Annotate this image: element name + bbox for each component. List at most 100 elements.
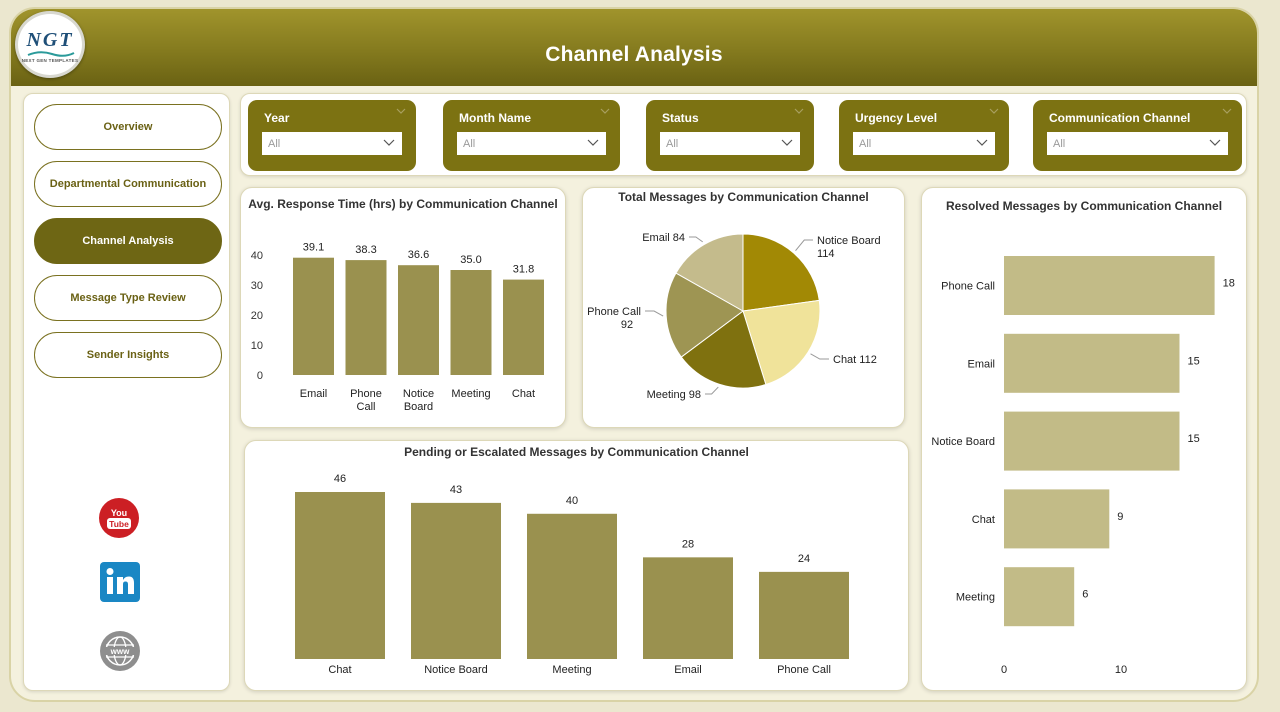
urgency-level-select[interactable]: All [853, 132, 995, 155]
avg-response-time-title: Avg. Response Time (hrs) by Communicatio… [248, 197, 558, 211]
nav-sender-insights-button[interactable]: Sender Insights [34, 332, 222, 378]
logo-subtitle: NEXT GEN TEMPLATES [21, 58, 79, 63]
pie-leader-line [705, 386, 719, 395]
bar-email [643, 557, 733, 659]
data-label: 6 [1082, 589, 1088, 601]
pie-slice-meeting [680, 310, 767, 389]
youtube-icon[interactable]: You Tube [98, 497, 140, 539]
pending-escalated-card: Pending or Escalated Messages by Communi… [244, 440, 909, 691]
pie-label: Meeting 98 [647, 389, 701, 401]
data-label: 31.8 [513, 264, 534, 276]
bar-chat [1004, 489, 1110, 549]
year-slicer: Year All [248, 100, 416, 171]
x-tick-label: Email [300, 388, 328, 400]
nav-departmental-communication-button[interactable]: Departmental Communication [34, 161, 222, 207]
x-tick-label: Board [404, 401, 433, 413]
chevron-down-icon[interactable] [600, 108, 610, 114]
y-tick-label: 30 [251, 280, 263, 292]
month-name-select[interactable]: All [457, 132, 606, 155]
month-name-slicer: Month Name All [443, 100, 620, 171]
year-select[interactable]: All [262, 132, 402, 155]
pie-category-label: Notice Board [817, 235, 881, 247]
data-label: 9 [1117, 511, 1123, 523]
data-label: 15 [1188, 433, 1200, 445]
bar-email [293, 257, 334, 375]
pie-label: Chat 112 [833, 354, 877, 366]
pie-slice-chat [742, 299, 821, 386]
pie-label: Email 84 [642, 232, 685, 244]
pie-slice-phone-call [665, 272, 744, 358]
y-tick-label: Meeting [956, 592, 995, 604]
resolved-messages-chart: Phone Call 18 Email 15 Notice Board 15 Chat 9 Me… [931, 256, 1235, 676]
x-tick-label: Meeting [451, 388, 490, 400]
pie-slice-notice-board [742, 233, 820, 312]
x-tick-label: Chat [512, 388, 535, 400]
chevron-down-icon[interactable] [1222, 108, 1232, 114]
svg-text:www: www [110, 647, 130, 656]
filter-panel: Year All Month Name All Status All Urgen… [240, 93, 1247, 176]
year-select-value: All [268, 137, 281, 150]
x-tick-label: Chat [328, 664, 351, 676]
data-label: 43 [450, 484, 462, 496]
pending-escalated-title: Pending or Escalated Messages by Communi… [404, 445, 749, 459]
y-tick-label: Email [967, 358, 995, 370]
chevron-down-icon [383, 139, 395, 146]
y-tick-label: Chat [972, 514, 995, 526]
globe-icon[interactable]: www [99, 630, 141, 672]
nav-channel-analysis-button[interactable]: Channel Analysis [34, 218, 222, 264]
data-label: 38.3 [355, 244, 376, 256]
ngt-logo[interactable]: NGT NEXT GEN TEMPLATES [15, 11, 85, 78]
y-tick-label: Notice Board [931, 436, 995, 448]
urgency-level-select-value: All [859, 137, 872, 150]
bar-phone-call [345, 260, 387, 375]
svg-text:Tube: Tube [109, 519, 129, 529]
pending-escalated-chart: 46 Chat 43 Notice Board 40 Meeting 28 Email 24 Ph… [295, 473, 849, 676]
data-label: 18 [1223, 278, 1235, 290]
avg-response-time-card: Avg. Response Time (hrs) by Communicatio… [240, 187, 566, 428]
chevron-down-icon[interactable] [794, 108, 804, 114]
svg-text:You: You [111, 508, 127, 518]
pie-leader-line [795, 239, 813, 251]
chevron-down-icon [781, 139, 793, 146]
page-title: Channel Analysis [545, 43, 723, 66]
total-messages-card: Total Messages by Communication Channel … [582, 187, 905, 428]
chevron-down-icon[interactable] [989, 108, 999, 114]
pie-value-label: 114 [817, 248, 835, 260]
chevron-down-icon [587, 139, 599, 146]
pie-leader-line [689, 236, 704, 243]
header-bar: Channel Analysis [11, 9, 1257, 86]
nav-overview-button[interactable]: Overview [34, 104, 222, 150]
bar-phone-call [1004, 256, 1215, 315]
x-tick-label: Notice Board [424, 664, 488, 676]
linkedin-icon[interactable] [99, 561, 141, 603]
x-tick-label: 10 [1115, 664, 1127, 676]
nav-message-type-review-button[interactable]: Message Type Review [34, 275, 222, 321]
bar-notice-board [1004, 411, 1180, 471]
pie-value-label: 92 [621, 319, 633, 331]
bar-meeting [527, 513, 617, 659]
x-tick-label: Email [674, 664, 702, 676]
urgency-level-slicer: Urgency Level All [839, 100, 1009, 171]
bar-notice-board [411, 502, 501, 659]
chevron-down-icon[interactable] [396, 108, 406, 114]
data-label: 46 [334, 473, 346, 485]
data-label: 24 [798, 553, 810, 565]
y-tick-label: 10 [251, 340, 263, 352]
x-tick-label: 0 [1001, 664, 1007, 676]
resolved-messages-title: Resolved Messages by Communication Chann… [945, 199, 1223, 213]
pie-leader-line [810, 353, 829, 360]
communication-channel-select-value: All [1053, 137, 1066, 150]
sidebar: Overview Departmental Communication Chan… [23, 93, 230, 691]
chevron-down-icon [1209, 139, 1221, 146]
data-label: 28 [682, 538, 694, 550]
data-label: 15 [1188, 355, 1200, 367]
x-tick-label: Meeting [552, 664, 591, 676]
month-name-slicer-label: Month Name [459, 111, 531, 125]
x-tick-label: Notice [403, 388, 434, 400]
data-label: 35.0 [460, 254, 481, 266]
status-select[interactable]: All [660, 132, 800, 155]
month-name-select-value: All [463, 137, 476, 150]
communication-channel-select[interactable]: All [1047, 132, 1228, 155]
